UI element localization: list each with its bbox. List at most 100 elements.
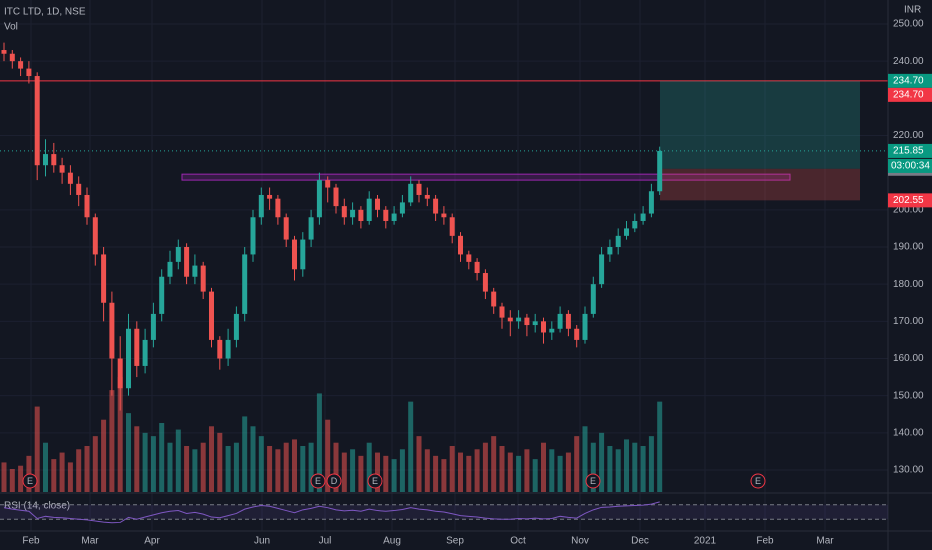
candle-body [258, 194, 264, 218]
volume-bar [516, 455, 522, 492]
candle-body [316, 180, 322, 218]
volume-bar [557, 455, 563, 492]
candle-body [175, 247, 181, 262]
candle-body [416, 183, 422, 195]
x-tick-label: Feb [756, 536, 774, 547]
volume-bar [109, 390, 115, 492]
volume-bar [607, 446, 613, 492]
candle-body [109, 302, 115, 359]
event-marker [326, 473, 342, 489]
candle-body [142, 339, 148, 366]
candle-body [76, 183, 82, 195]
event-marker-label: E [27, 476, 33, 486]
candle-body [84, 194, 90, 218]
candle-body [383, 209, 389, 221]
volume-bar [1, 462, 7, 492]
event-marker-label: E [315, 476, 321, 486]
volume-bar [9, 469, 15, 492]
event-marker [22, 473, 38, 489]
volume-bar [175, 429, 181, 492]
volume-bar [341, 452, 347, 492]
candle-body [308, 217, 314, 240]
candle-body [549, 328, 555, 333]
volume-bar [283, 442, 289, 492]
volume-bar [101, 419, 107, 492]
price-label: 234.70 [893, 90, 924, 101]
candle-body [333, 187, 339, 207]
candle-body [408, 183, 414, 203]
candle-body [275, 198, 281, 218]
x-tick-label: Oct [510, 536, 526, 547]
candle-body [358, 209, 364, 221]
candle-body [92, 217, 98, 255]
chart-title: ITC LTD, 1D, NSE [4, 7, 86, 18]
volume-bar [632, 442, 638, 492]
candle-body [167, 261, 173, 277]
candle-body [499, 306, 505, 318]
candle-body [632, 220, 638, 229]
candle-body [67, 172, 73, 184]
profit-box [660, 80, 860, 169]
candle-body [482, 273, 488, 292]
volume-bar [565, 452, 571, 492]
y-tick-label: 250.00 [893, 19, 924, 30]
volume-bar [59, 452, 65, 492]
candle-body [225, 339, 231, 359]
volume-bar [549, 449, 555, 492]
volume-bar [541, 442, 546, 492]
y-tick-label: 170.00 [893, 316, 924, 327]
candle-body [1, 50, 7, 54]
volume-bar [532, 459, 538, 492]
price-label-bg [888, 143, 932, 158]
volume-bar [449, 446, 455, 492]
candle-body [341, 206, 347, 218]
price-label: 215.85 [893, 146, 924, 157]
y-tick-label: 150.00 [893, 390, 924, 401]
candle-body [657, 150, 663, 192]
candle-body [184, 247, 190, 277]
volume-bar [43, 442, 48, 492]
volume-bar [200, 442, 206, 492]
price-label: 202.55 [893, 195, 924, 206]
candle-body [267, 194, 273, 199]
volume-bar [316, 393, 322, 492]
candle-body [366, 198, 372, 221]
candle-body [233, 313, 239, 340]
volume-bar [76, 449, 82, 492]
price-label-bg [888, 73, 932, 88]
volume-bar [34, 406, 40, 492]
volume-bar [366, 442, 372, 492]
volume-bar [482, 442, 488, 492]
candle-body [242, 254, 248, 314]
event-marker-label: E [755, 476, 761, 486]
volume-bar [142, 432, 148, 492]
volume-bar [333, 442, 339, 492]
candle-body [34, 76, 40, 166]
volume-bar [325, 419, 331, 492]
volume-bar [84, 446, 90, 492]
currency-label: INR [904, 5, 921, 16]
volume-bar [399, 449, 405, 492]
countdown-bg [888, 158, 932, 173]
event-marker [585, 473, 601, 489]
candle-body [474, 261, 480, 274]
zone-box [181, 173, 791, 181]
candle-body [159, 276, 165, 314]
volume-bar [391, 459, 397, 492]
candle-body [574, 328, 580, 340]
candle-body [599, 254, 605, 285]
volume-bar [275, 449, 281, 492]
candle-body [541, 321, 546, 333]
x-tick-label: Dec [631, 536, 649, 547]
volume-label: Vol [4, 22, 18, 33]
candle-body [51, 154, 57, 166]
candle-body [607, 247, 613, 255]
x-tick-label: Mar [816, 536, 834, 547]
y-tick-label: 180.00 [893, 279, 924, 290]
volume-bar [67, 462, 73, 492]
volume-bar [507, 452, 513, 492]
volume-bar [18, 465, 24, 492]
candle-body [217, 339, 223, 359]
event-marker-label: E [372, 476, 378, 486]
volume-bar [250, 426, 256, 492]
